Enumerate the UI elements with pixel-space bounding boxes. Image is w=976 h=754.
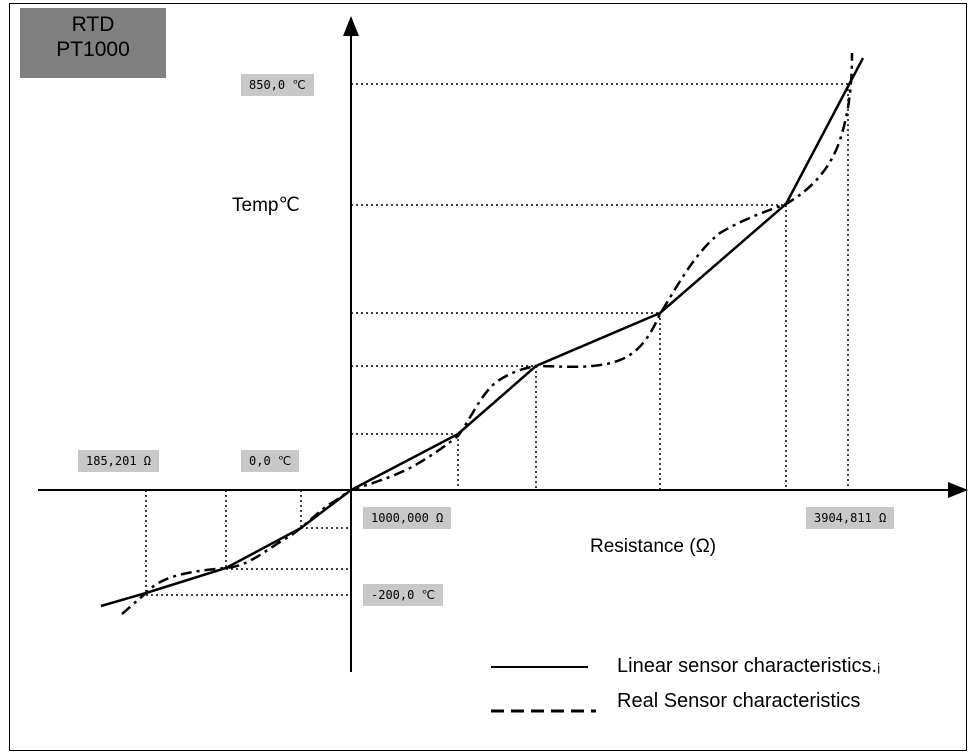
tag-res-min: 185,201 Ω xyxy=(78,450,160,472)
tag-temp-min: -200,0 ℃ xyxy=(363,584,444,606)
real-sensor-curve xyxy=(121,52,854,615)
tag-res-zero: 1000,000 Ω xyxy=(363,507,452,529)
linear-sensor-line xyxy=(100,57,865,608)
title-box: RTD PT1000 xyxy=(20,8,166,78)
y-axis-label: Temp℃ xyxy=(232,195,300,216)
guide-lines xyxy=(145,83,849,596)
title-line-2: PT1000 xyxy=(56,38,130,61)
tag-temp-zero: 0,0 ℃ xyxy=(241,450,300,472)
tag-res-max: 3904,811 Ω xyxy=(806,507,895,529)
tag-temp-max: 850,0 ℃ xyxy=(241,74,314,96)
x-axis-label: Resistance (Ω) xyxy=(590,536,717,557)
legend-real-label: Real Sensor characteristics xyxy=(617,690,861,712)
title-line-1: RTD xyxy=(71,13,115,36)
diagram-frame xyxy=(9,3,967,751)
legend-linear-label: Linear sensor characteristics.ᵢ xyxy=(617,655,881,677)
